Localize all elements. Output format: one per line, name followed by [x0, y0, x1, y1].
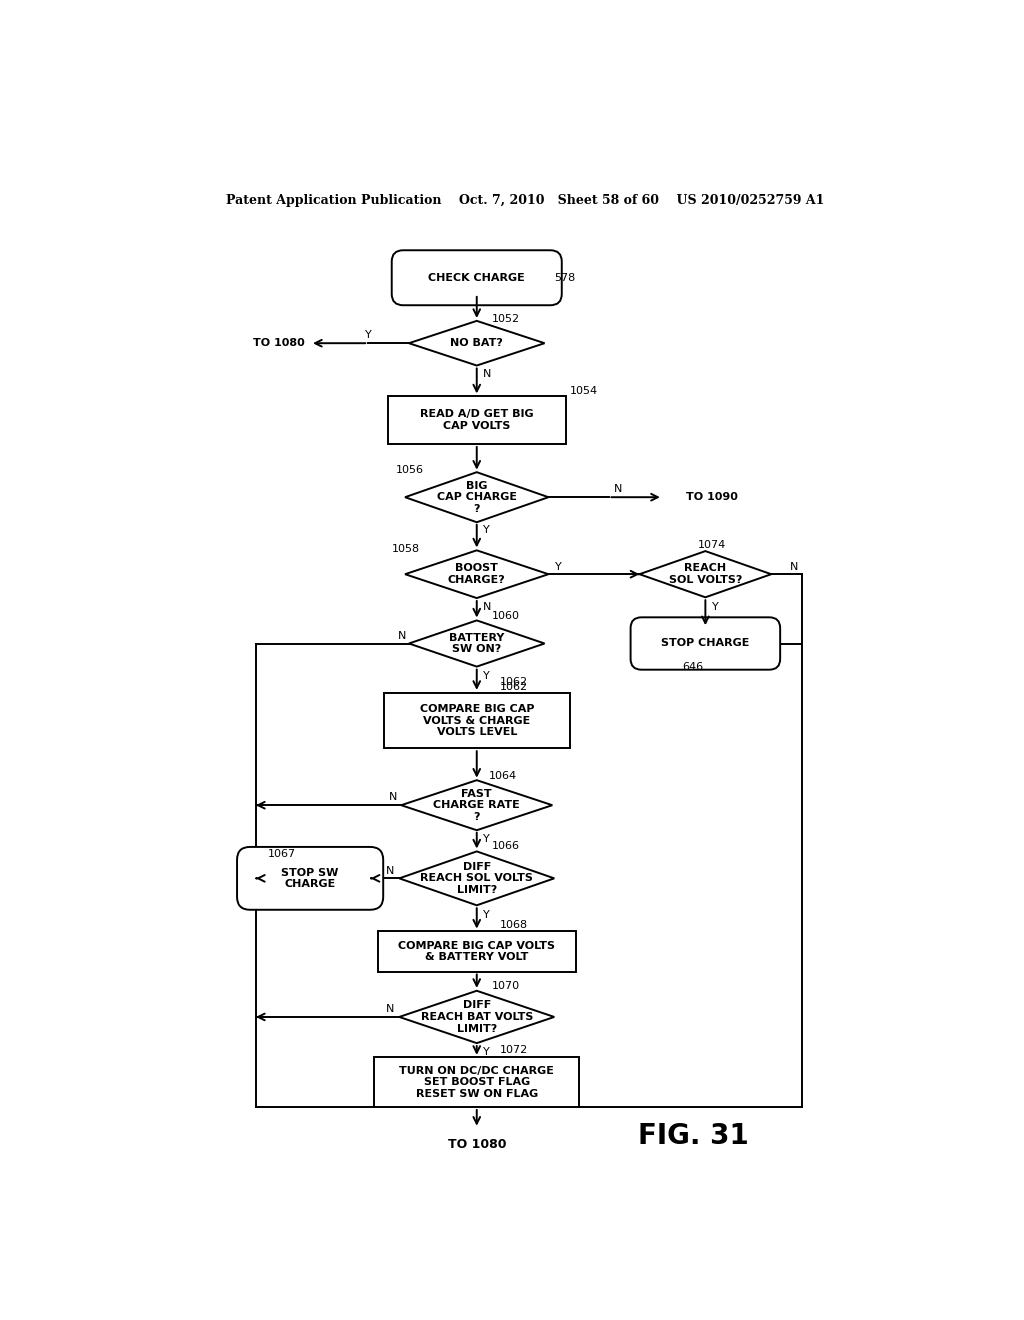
- Polygon shape: [401, 780, 552, 830]
- Text: REACH
SOL VOLTS?: REACH SOL VOLTS?: [669, 564, 742, 585]
- Text: TO 1080: TO 1080: [447, 1138, 506, 1151]
- Text: N: N: [386, 1005, 394, 1014]
- Text: N: N: [483, 370, 492, 379]
- Polygon shape: [640, 552, 771, 597]
- Text: Y: Y: [483, 911, 489, 920]
- Text: BIG
CAP CHARGE
?: BIG CAP CHARGE ?: [437, 480, 517, 513]
- Text: 1070: 1070: [493, 981, 520, 991]
- Text: N: N: [483, 602, 492, 611]
- Text: Y: Y: [483, 1047, 489, 1057]
- Text: 1064: 1064: [488, 771, 516, 781]
- Text: 1052: 1052: [493, 314, 520, 323]
- Text: FIG. 31: FIG. 31: [638, 1122, 750, 1150]
- FancyBboxPatch shape: [237, 847, 383, 909]
- Text: N: N: [791, 561, 799, 572]
- Text: 1066: 1066: [493, 841, 520, 851]
- Bar: [378, 932, 575, 972]
- Text: TURN ON DC/DC CHARGE
SET BOOST FLAG
RESET SW ON FLAG: TURN ON DC/DC CHARGE SET BOOST FLAG RESE…: [399, 1065, 554, 1100]
- Text: N: N: [613, 484, 622, 495]
- Text: 1056: 1056: [395, 465, 423, 475]
- Text: 1058: 1058: [391, 544, 420, 554]
- Text: 1072: 1072: [500, 1045, 528, 1055]
- Text: NO BAT?: NO BAT?: [451, 338, 503, 348]
- Text: N: N: [389, 792, 397, 803]
- Text: Y: Y: [483, 525, 489, 536]
- Text: Y: Y: [365, 330, 372, 341]
- Polygon shape: [406, 473, 549, 523]
- Bar: [374, 1057, 580, 1107]
- Text: STOP SW
CHARGE: STOP SW CHARGE: [282, 867, 339, 890]
- Polygon shape: [399, 851, 554, 906]
- Text: Y: Y: [483, 834, 489, 843]
- Text: N: N: [386, 866, 394, 875]
- Text: 1068: 1068: [500, 920, 528, 931]
- Text: BOOST
CHARGE?: BOOST CHARGE?: [447, 564, 506, 585]
- Text: COMPARE BIG CAP VOLTS
& BATTERY VOLT: COMPARE BIG CAP VOLTS & BATTERY VOLT: [398, 941, 555, 962]
- Text: STOP CHARGE: STOP CHARGE: [662, 639, 750, 648]
- Text: DIFF
REACH BAT VOLTS
LIMIT?: DIFF REACH BAT VOLTS LIMIT?: [421, 1001, 532, 1034]
- Text: 1060: 1060: [493, 611, 520, 620]
- Bar: [388, 396, 566, 444]
- Text: COMPARE BIG CAP
VOLTS & CHARGE
VOLTS LEVEL: COMPARE BIG CAP VOLTS & CHARGE VOLTS LEV…: [420, 704, 534, 737]
- Text: DIFF
REACH SOL VOLTS
LIMIT?: DIFF REACH SOL VOLTS LIMIT?: [420, 862, 534, 895]
- Text: 646: 646: [682, 661, 703, 672]
- Text: 1067: 1067: [267, 849, 296, 859]
- Text: TO 1080: TO 1080: [253, 338, 305, 348]
- Text: 1074: 1074: [697, 540, 726, 550]
- Polygon shape: [409, 321, 545, 366]
- Polygon shape: [406, 550, 549, 598]
- Text: Patent Application Publication    Oct. 7, 2010   Sheet 58 of 60    US 2010/02527: Patent Application Publication Oct. 7, 2…: [225, 194, 824, 207]
- FancyBboxPatch shape: [392, 251, 562, 305]
- Text: TO 1090: TO 1090: [686, 492, 738, 502]
- Text: Y: Y: [555, 561, 561, 572]
- Text: 1062: 1062: [500, 681, 528, 692]
- Text: Y: Y: [712, 602, 718, 611]
- Text: 1054: 1054: [569, 385, 598, 396]
- FancyBboxPatch shape: [631, 618, 780, 669]
- Polygon shape: [409, 620, 545, 667]
- Text: Y: Y: [483, 671, 489, 681]
- Text: BATTERY
SW ON?: BATTERY SW ON?: [450, 632, 505, 655]
- Text: N: N: [397, 631, 406, 640]
- Text: CHECK CHARGE: CHECK CHARGE: [428, 273, 525, 282]
- Text: 578: 578: [554, 273, 575, 282]
- Text: 1062: 1062: [500, 677, 528, 686]
- Polygon shape: [399, 991, 554, 1043]
- Bar: [384, 693, 569, 748]
- Text: READ A/D GET BIG
CAP VOLTS: READ A/D GET BIG CAP VOLTS: [420, 409, 534, 432]
- Text: FAST
CHARGE RATE
?: FAST CHARGE RATE ?: [433, 788, 520, 822]
